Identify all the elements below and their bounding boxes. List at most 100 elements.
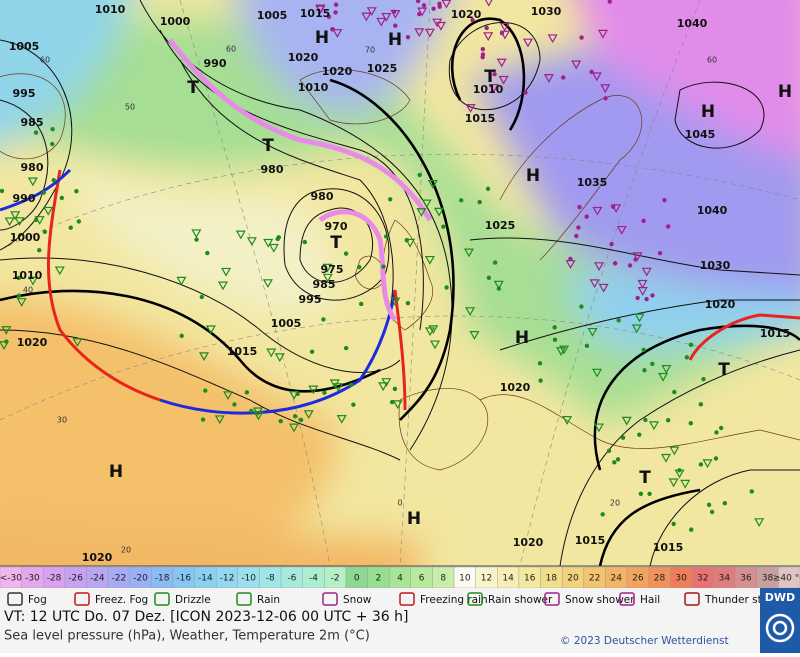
weather-shower (600, 84, 611, 94)
weather-dot (496, 286, 502, 291)
dwd-logo-swirl-inner (772, 620, 788, 636)
weather-dot (589, 69, 594, 75)
legend-label: Snow (343, 594, 372, 606)
weather-shower (465, 104, 476, 113)
legend-icon (399, 592, 415, 606)
weather-shower (376, 17, 387, 27)
weather-dot (492, 71, 497, 77)
weather-dot (485, 186, 491, 192)
weather-shower (562, 416, 573, 425)
weather-dot (326, 14, 332, 19)
weather-dot (537, 361, 543, 366)
scale-label: 4 (397, 574, 403, 584)
weather-dot (714, 430, 719, 435)
legend-icon (154, 592, 170, 606)
weather-shower (702, 459, 713, 469)
weather-dot (417, 172, 422, 178)
weather-dot (492, 260, 498, 265)
weather-shower (10, 211, 21, 221)
weather-dot (322, 390, 327, 395)
weather-shower (274, 353, 285, 363)
weather-shower (592, 206, 603, 216)
isobar-label: 1025 (367, 62, 398, 75)
pressure-center: H (407, 509, 421, 529)
weather-dot (343, 251, 349, 256)
legend-icon (74, 592, 90, 606)
legend-label: Freezing rain (420, 594, 488, 606)
isobar-label: 1035 (577, 176, 608, 189)
weather-dot (321, 317, 326, 322)
isobar-label: 1040 (697, 204, 728, 217)
weather-dot (684, 355, 690, 360)
weather-shower (434, 207, 445, 217)
isobar-label: 985 (313, 278, 336, 291)
weather-dot (603, 96, 608, 101)
weather-shower (253, 411, 264, 421)
weather-shower (361, 12, 372, 22)
legend-icon (322, 592, 338, 606)
weather-shower (593, 423, 604, 433)
weather-dot (381, 264, 386, 269)
weather-dot (635, 295, 640, 301)
weather-dot (444, 285, 449, 290)
weather-dot (627, 263, 633, 268)
scale-label: -20 (133, 574, 148, 584)
weather-dot (357, 264, 362, 270)
scale-label: -2 (331, 574, 340, 584)
scale-label: -16 (176, 574, 191, 584)
weather-dot (688, 421, 693, 426)
pressure-center: H (109, 462, 123, 482)
weather-shower (637, 287, 648, 296)
scale-label: 30 (675, 574, 687, 584)
weather-dot (480, 52, 486, 57)
weather-dot (74, 189, 79, 194)
scale-label: -18 (155, 574, 170, 584)
isobar-label: 1020 (451, 8, 482, 21)
weather-shower (214, 415, 225, 425)
weather-dot (275, 236, 280, 242)
weather-dot (749, 489, 755, 494)
legend-label: Snow shower (565, 594, 635, 606)
weather-shower (205, 325, 216, 335)
weather-shower (547, 34, 558, 44)
weather-shower (329, 379, 340, 389)
weather-dot (610, 204, 616, 209)
scale-label: -14 (198, 574, 213, 584)
weather-dot (76, 219, 82, 224)
weather-shower (268, 243, 279, 253)
weather-dot (706, 502, 712, 508)
isobar-label: 1020 (513, 536, 544, 549)
graticule-label: 50 (125, 103, 135, 112)
scale-label: ≥40 °C (773, 574, 800, 584)
pressure-center: T (262, 136, 274, 156)
weather-dot (59, 195, 65, 201)
copyright: © 2023 Deutscher Wetterdienst (560, 635, 729, 647)
weather-shower (592, 368, 603, 378)
weather-shower (27, 276, 39, 286)
weather-dot (574, 233, 579, 239)
weather-shower (565, 260, 576, 269)
weather-dot (309, 349, 315, 354)
scale-label: 34 (719, 574, 731, 584)
isobar-label: 1030 (700, 259, 731, 272)
scale-label: 8 (440, 574, 446, 584)
isobar-label: 1040 (677, 17, 708, 30)
pressure-center: T (718, 360, 730, 380)
scale-label: -10 (241, 574, 256, 584)
weather-dot (200, 417, 206, 422)
weather-dot (666, 224, 671, 229)
scale-label: 38 (762, 574, 774, 584)
parameters: Sea level pressure (hPa), Weather, Tempe… (4, 629, 370, 644)
isobar-label: 1005 (271, 317, 302, 330)
weather-shower (0, 341, 10, 350)
weather-dot (633, 257, 638, 262)
graticule-label: 20 (121, 546, 131, 555)
weather-legend: Fog Freez. Fog Drizzle Rain Snow Freezing rai… (7, 592, 783, 606)
weather-shower (591, 72, 602, 82)
weather-shower (674, 469, 685, 479)
weather-shower (262, 279, 273, 289)
weather-shower (429, 340, 441, 350)
weather-dot (41, 190, 46, 195)
weather-shower (488, 83, 499, 93)
scale-label: 26 (632, 574, 644, 584)
